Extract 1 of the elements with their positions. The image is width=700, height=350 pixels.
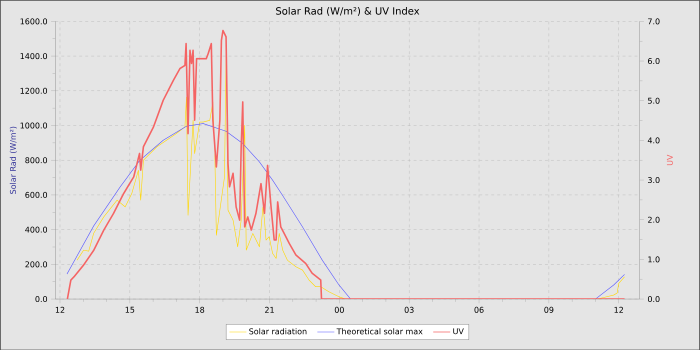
chart-title: Solar Rad (W/m²) & UV Index: [276, 6, 420, 16]
